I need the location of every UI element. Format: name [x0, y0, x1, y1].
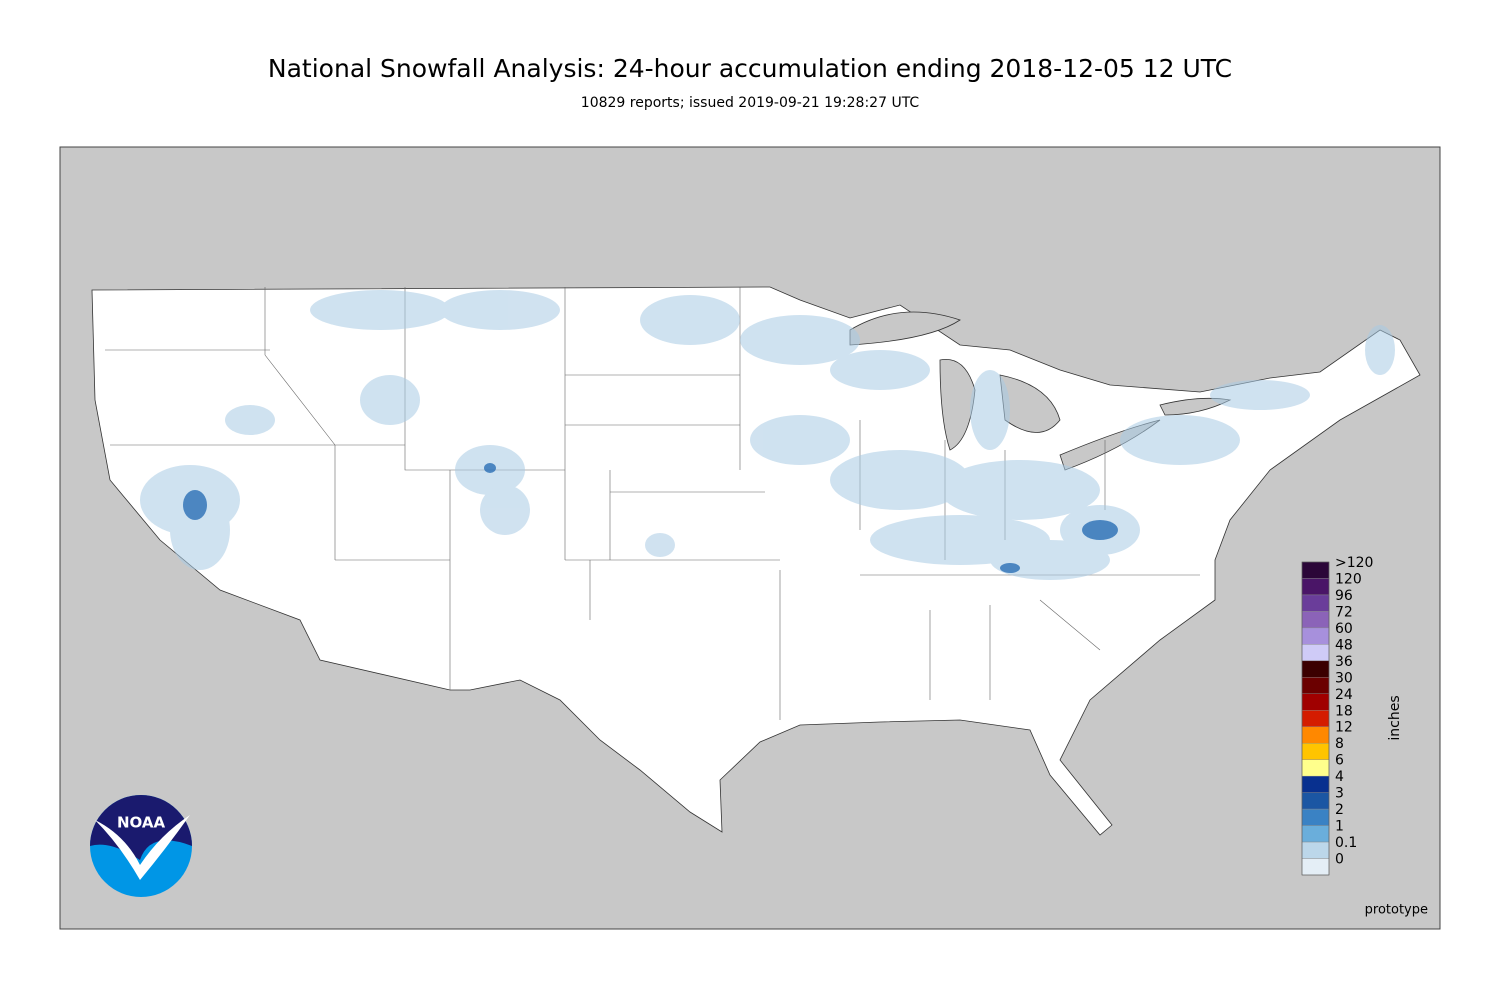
- legend-swatch: [1301, 759, 1330, 777]
- legend-label: 2: [1335, 802, 1344, 818]
- legend-swatch: [1301, 726, 1330, 744]
- snow-heavy: [183, 463, 1118, 573]
- logo-text: NOAA: [117, 814, 166, 832]
- subtitle: 10829 reports; issued 2019-09-21 19:28:2…: [581, 95, 920, 111]
- legend-label: 60: [1335, 621, 1353, 637]
- legend-label: 6: [1335, 753, 1344, 769]
- legend-label: 48: [1335, 637, 1353, 653]
- map: [59, 146, 1441, 930]
- great-lakes: [849, 311, 1232, 471]
- legend-label: 18: [1335, 703, 1353, 719]
- legend-title: inches: [1387, 695, 1403, 740]
- legend-border: [1301, 561, 1330, 876]
- legend-swatch: [1301, 578, 1330, 596]
- noaa-logo: NOAA: [90, 795, 192, 897]
- legend-label: 120: [1335, 571, 1362, 587]
- legend-swatch: [1301, 627, 1330, 645]
- legend-swatch: [1301, 841, 1330, 859]
- legend-label: 24: [1335, 687, 1353, 703]
- legend-label: 0: [1335, 852, 1344, 868]
- legend-swatch: [1301, 743, 1330, 760]
- legend-label: 0.1: [1335, 835, 1357, 851]
- conus: [91, 286, 1421, 836]
- legend-swatch: [1301, 561, 1330, 579]
- legend-swatch: [1301, 660, 1330, 678]
- legend-swatch: [1301, 858, 1330, 876]
- legend-swatch: [1301, 825, 1330, 843]
- legend-label: 8: [1335, 736, 1344, 752]
- legend-label: 36: [1335, 654, 1353, 670]
- legend-swatch: [1301, 594, 1330, 612]
- legend-label: 96: [1335, 588, 1353, 604]
- legend: inches >1201209672604836302418128643210.…: [1301, 555, 1403, 876]
- legend-label: 3: [1335, 786, 1344, 802]
- legend-swatch: [1301, 644, 1330, 662]
- legend-label: >120: [1335, 555, 1373, 571]
- legend-label: 12: [1335, 720, 1353, 736]
- title: National Snowfall Analysis: 24-hour accu…: [268, 54, 1232, 83]
- legend-label: 1: [1335, 819, 1344, 835]
- legend-swatch: [1301, 693, 1330, 711]
- footer-note: prototype: [1365, 903, 1428, 918]
- legend-swatch: [1301, 792, 1330, 810]
- legend-swatch: [1301, 677, 1330, 694]
- legend-swatch: [1301, 710, 1330, 727]
- legend-swatch: [1301, 808, 1330, 826]
- legend-label: 72: [1335, 604, 1353, 620]
- legend-label: 4: [1335, 769, 1344, 785]
- legend-swatch: [1301, 611, 1330, 629]
- legend-swatch: [1301, 775, 1330, 793]
- legend-label: 30: [1335, 670, 1353, 686]
